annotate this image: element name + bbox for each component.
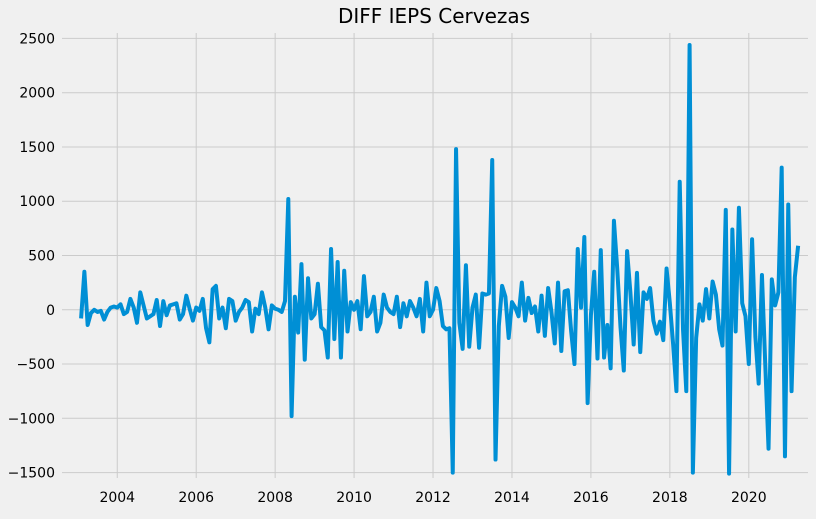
- x-tick-label: 2018: [652, 490, 688, 506]
- y-tick-label: 1000: [19, 194, 55, 210]
- y-tick-label: −1500: [8, 466, 55, 482]
- y-tick-label: 2500: [19, 31, 55, 47]
- series-line: [79, 42, 801, 476]
- x-tick-label: 2004: [99, 490, 135, 506]
- x-tick-label: 2020: [731, 490, 767, 506]
- grid: [62, 33, 808, 478]
- tick-labels: −1500 −1000 −500 0 500 1000 1500 2000 2500 2004 20…: [8, 31, 767, 506]
- x-tick-label: 2012: [415, 490, 451, 506]
- x-tick-label: 2014: [494, 490, 530, 506]
- y-tick-label: −1000: [8, 411, 55, 427]
- y-tick-label: 0: [46, 303, 55, 319]
- x-tick-label: 2010: [336, 490, 372, 506]
- x-tick-label: 2008: [257, 490, 293, 506]
- x-tick-label: 2016: [573, 490, 609, 506]
- y-tick-label: −500: [17, 357, 55, 373]
- y-tick-label: 500: [28, 249, 55, 265]
- y-tick-label: 1500: [19, 140, 55, 156]
- y-tick-label: 2000: [19, 86, 55, 102]
- chart-title: DIFF IEPS Cervezas: [338, 4, 530, 28]
- x-tick-label: 2006: [178, 490, 214, 506]
